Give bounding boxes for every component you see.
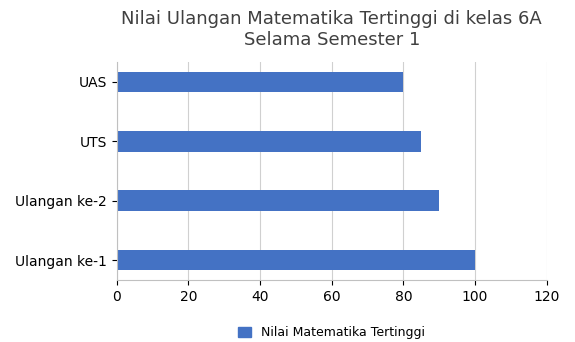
Bar (117, 250, 475, 271)
Title: Nilai Ulangan Matematika Tertinggi di kelas 6A
Selama Semester 1: Nilai Ulangan Matematika Tertinggi di ke… (121, 10, 542, 49)
Bar (117, 190, 439, 211)
Legend: Nilai Matematika Tertinggi: Nilai Matematika Tertinggi (233, 321, 430, 342)
Bar (117, 131, 421, 152)
Bar (117, 71, 404, 92)
